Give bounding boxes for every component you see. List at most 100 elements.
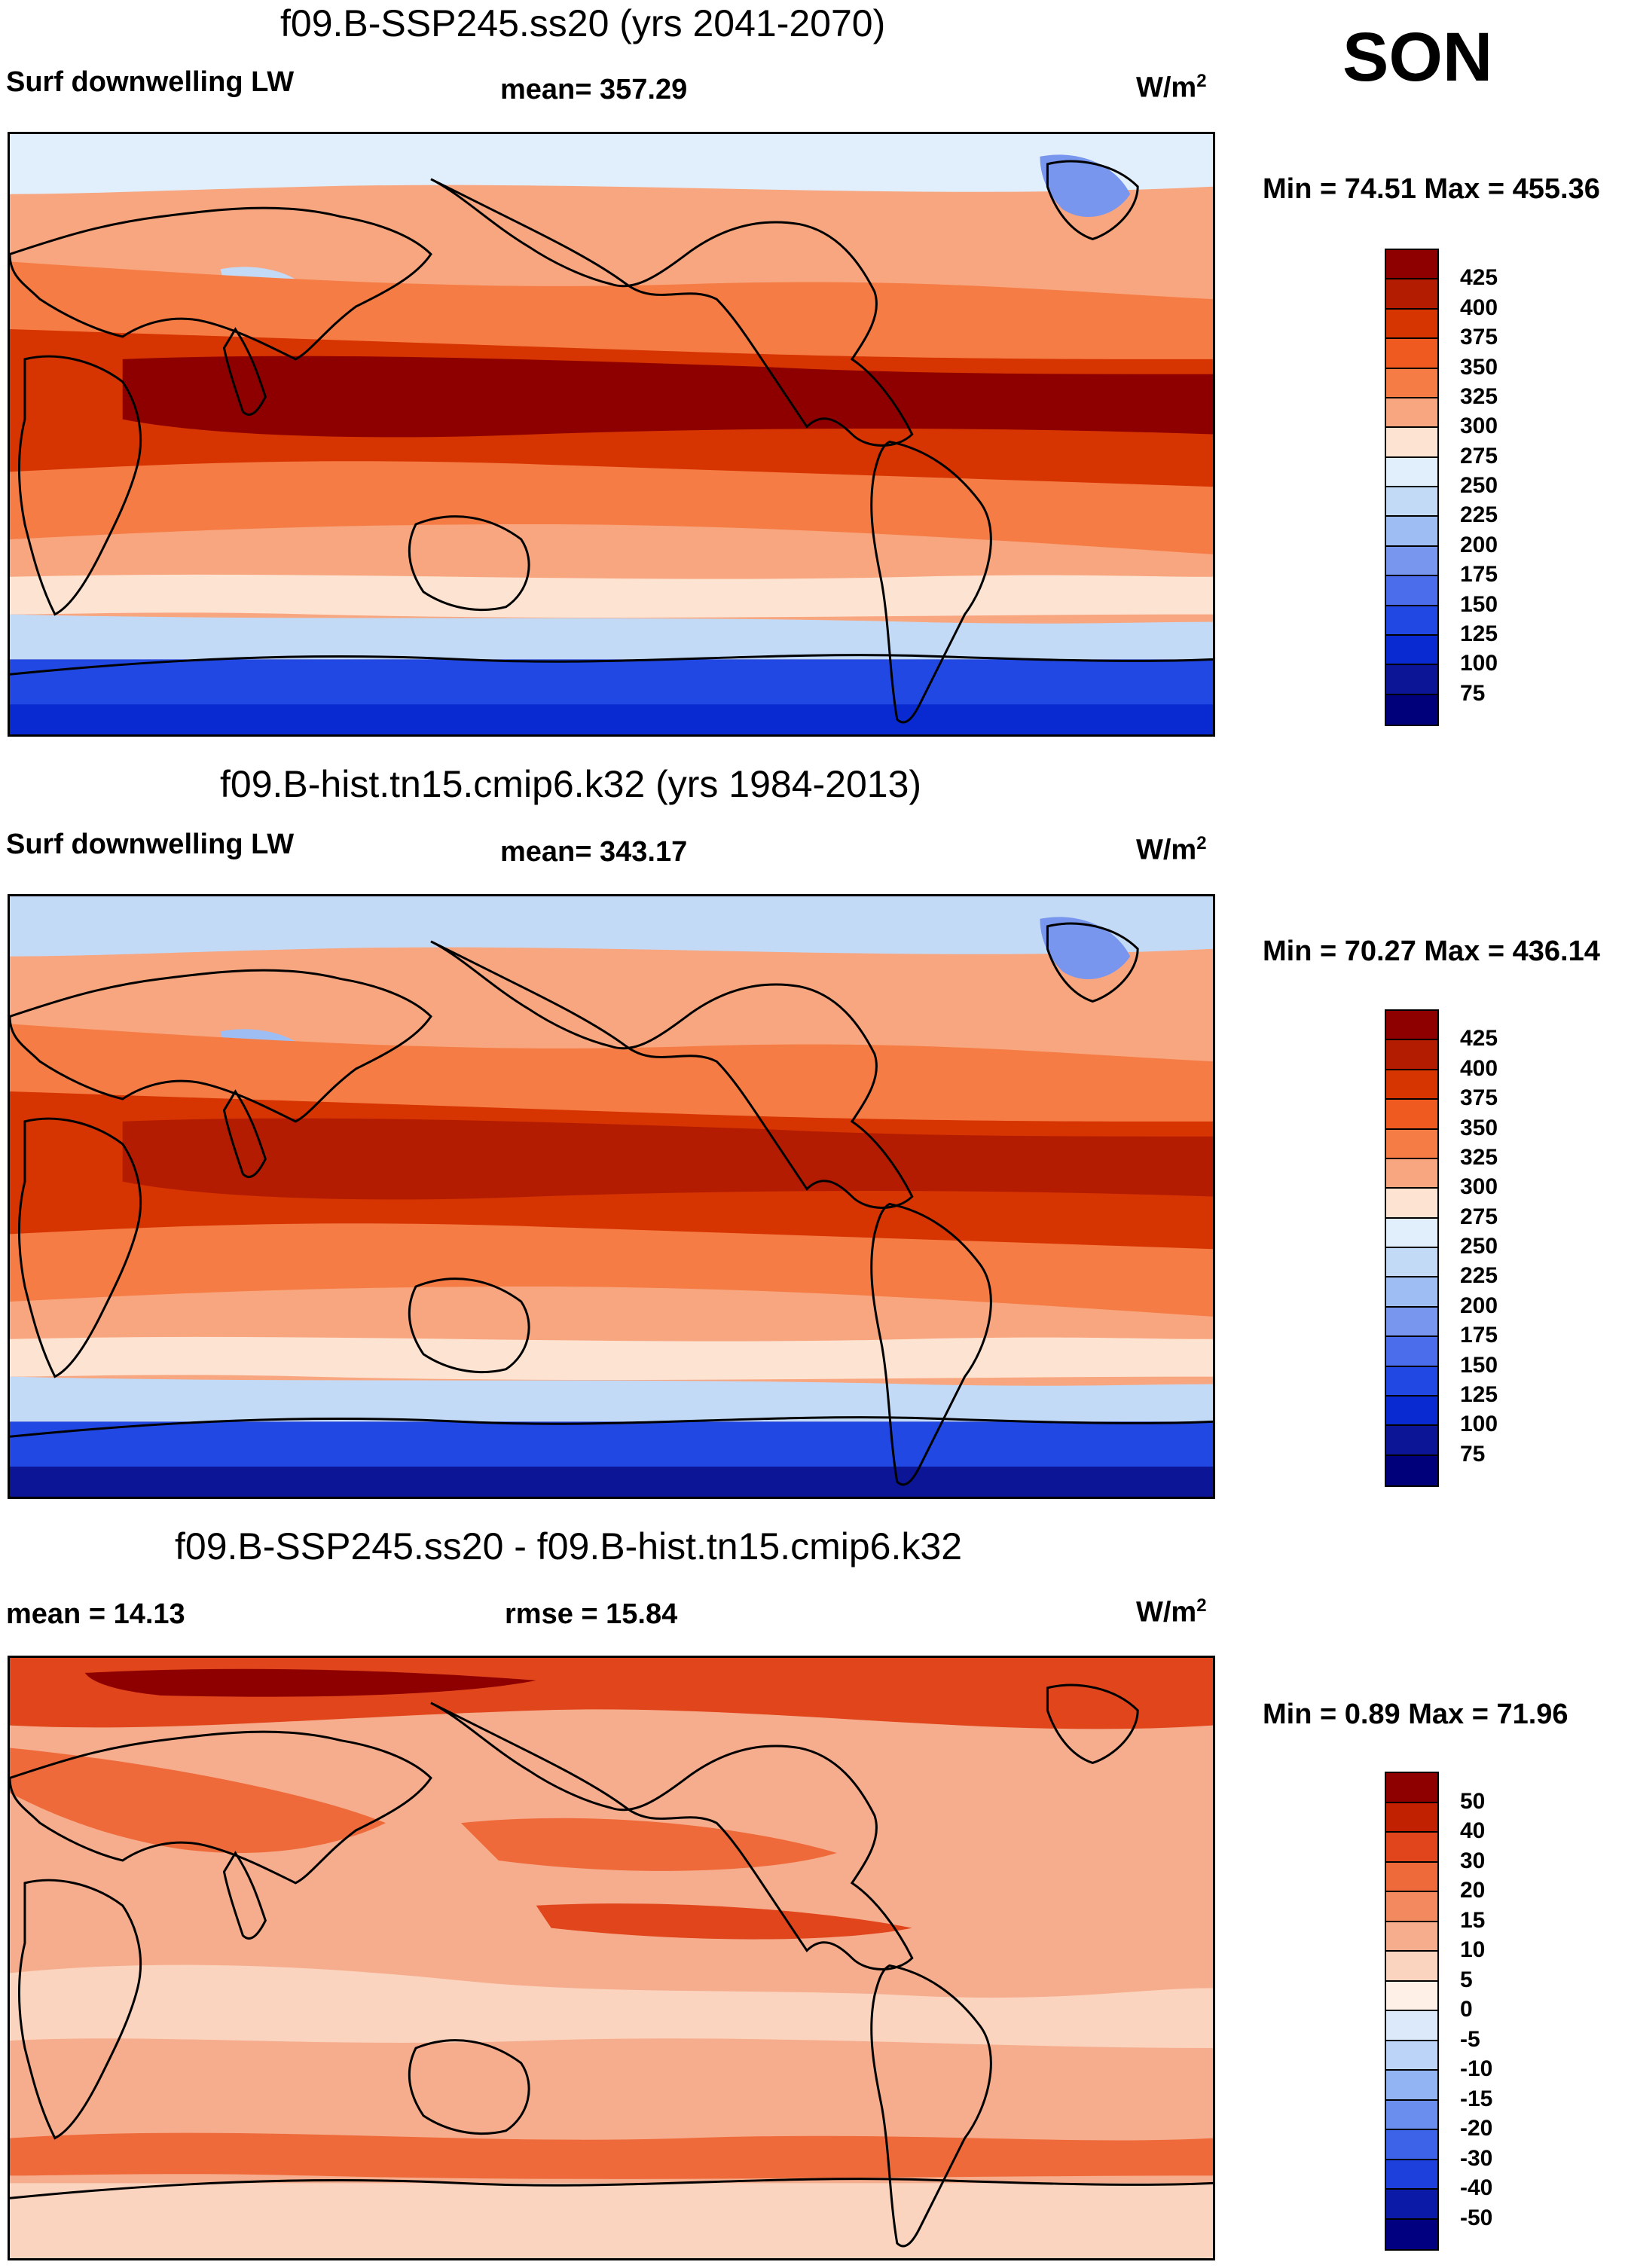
panel3-map-canvas (10, 1658, 1213, 2258)
colorbar-tick-label: 400 (1460, 1055, 1498, 1081)
colorbar-swatch (1386, 368, 1437, 398)
colorbar-swatch (1386, 1040, 1437, 1070)
colorbar-swatch (1386, 457, 1437, 487)
colorbar-swatch (1386, 1773, 1437, 1803)
map-southern-band (10, 2132, 1213, 2179)
colorbar-swatch (1386, 635, 1437, 666)
map-fill-layers (10, 896, 1213, 1497)
panel3-title: f09.B-SSP245.ss20 - f09.B-hist.tn15.cmip… (175, 1525, 962, 1567)
colorbar-tick-label: 100 (1460, 1412, 1498, 1437)
colorbar-tick-label: 175 (1460, 562, 1498, 588)
colorbar-swatch (1386, 1218, 1437, 1248)
coastline (17, 1117, 142, 1378)
coastline (10, 206, 432, 361)
panel3-rmse-label: rmse = 15.84 (505, 1598, 678, 1630)
colorbar-tick-label: 225 (1460, 1263, 1498, 1289)
colorbar-swatch (1386, 1981, 1437, 2011)
panel1-map (8, 132, 1215, 737)
panel2-unit-sup: 2 (1196, 833, 1207, 853)
colorbar-tick-label: 375 (1460, 325, 1498, 350)
colorbar-swatch (1386, 1070, 1437, 1100)
colorbar-tick-label: 300 (1460, 1174, 1498, 1200)
colorbar-tick-label: 300 (1460, 414, 1498, 439)
map-tropical-band (536, 1903, 912, 1940)
colorbar-swatch (1386, 250, 1437, 280)
colorbar-tick-label: -40 (1460, 2175, 1493, 2200)
colorbar-tick-label: -10 (1460, 2056, 1493, 2081)
colorbar-swatch (1386, 1892, 1437, 1922)
colorbar-tick-label: 5 (1460, 1967, 1473, 1992)
colorbar-swatch (1386, 546, 1437, 577)
panel1-unit: W/m2 (1136, 71, 1207, 105)
colorbar-swatch (1386, 2160, 1437, 2190)
panel3-unit-sup: 2 (1196, 1595, 1207, 1616)
colorbar-swatch (1386, 2130, 1437, 2160)
map-pacific-patch (460, 1818, 837, 1871)
panel1-min-max: Min = 74.51 Max = 455.36 (1263, 173, 1600, 205)
colorbar-swatch (1386, 1455, 1437, 1485)
colorbar-tick-label: 75 (1460, 1441, 1486, 1467)
colorbar-swatch (1386, 2011, 1437, 2041)
colorbar-swatch (1386, 1366, 1437, 1397)
map-asia-patch (10, 1748, 386, 1854)
coastline (222, 327, 267, 416)
colorbar-tick-label: 225 (1460, 502, 1498, 528)
colorbar-swatch (1386, 339, 1437, 369)
map-antarctic-fill (10, 2183, 1213, 2258)
panel1-title: f09.B-SSP245.ss20 (yrs 2041-2070) (280, 2, 886, 44)
colorbar-tick-label: 350 (1460, 1115, 1498, 1140)
colorbar-swatch (1386, 1158, 1437, 1189)
coastline (222, 1851, 267, 1940)
colorbar-tick-label: 125 (1460, 621, 1498, 646)
panel3-colorbar (1385, 1772, 1439, 2251)
colorbar-tick-label: 175 (1460, 1323, 1498, 1348)
colorbar-swatch (1386, 2219, 1437, 2249)
colorbar-tick-label: 10 (1460, 1937, 1486, 1962)
colorbar-swatch (1386, 1189, 1437, 1219)
coastline (870, 440, 992, 724)
colorbar-tick-label: 250 (1460, 473, 1498, 498)
colorbar-tick-label: 250 (1460, 1234, 1498, 1259)
coastline (17, 355, 142, 616)
panel3-mean-label: mean = 14.13 (6, 1598, 185, 1630)
coastline (870, 1964, 992, 2248)
coastline (408, 1277, 530, 1374)
colorbar-tick-label: 50 (1460, 1788, 1486, 1814)
colorbar-swatch (1386, 279, 1437, 310)
panel2-title: f09.B-hist.tn15.cmip6.k32 (yrs 1984-2013… (220, 763, 922, 805)
colorbar-swatch (1386, 1426, 1437, 1456)
colorbar-tick-label: 40 (1460, 1818, 1486, 1843)
colorbar-swatch (1386, 1337, 1437, 1367)
panel2-colorbar (1385, 1009, 1439, 1487)
colorbar-swatch (1386, 576, 1437, 606)
panel1-variable-label: Surf downwelling LW (6, 66, 295, 98)
colorbar-swatch (1386, 2190, 1437, 2220)
colorbar-tick-label: -50 (1460, 2205, 1493, 2230)
panel1-mean-label: mean= 357.29 (500, 74, 688, 105)
coastline (430, 178, 914, 447)
panel2-map-canvas (10, 896, 1213, 1497)
map-arctic-max (84, 1668, 536, 1697)
colorbar-swatch (1386, 1922, 1437, 1952)
colorbar-tick-label: 100 (1460, 651, 1498, 676)
colorbar-tick-label: 75 (1460, 680, 1486, 706)
map-southern-pale (10, 574, 1213, 618)
colorbar-swatch (1386, 1802, 1437, 1833)
colorbar-swatch (1386, 665, 1437, 695)
coastline (10, 654, 1213, 676)
panel1-unit-sup: 2 (1196, 71, 1207, 91)
coastline (10, 1416, 1213, 1438)
map-greenland-cold (1040, 154, 1131, 217)
colorbar-tick-label: -30 (1460, 2145, 1493, 2171)
map-greenland-cold (1040, 917, 1131, 979)
coastline (430, 940, 914, 1209)
panel1-map-canvas (10, 134, 1213, 734)
colorbar-swatch (1386, 694, 1437, 725)
coastline (870, 1202, 992, 1486)
season-label: SON (1342, 19, 1493, 96)
colorbar-swatch (1386, 2041, 1437, 2071)
colorbar-tick-label: 20 (1460, 1878, 1486, 1903)
colorbar-swatch (1386, 1952, 1437, 1982)
coastline (1046, 922, 1139, 1003)
colorbar-tick-label: 325 (1460, 1144, 1498, 1170)
